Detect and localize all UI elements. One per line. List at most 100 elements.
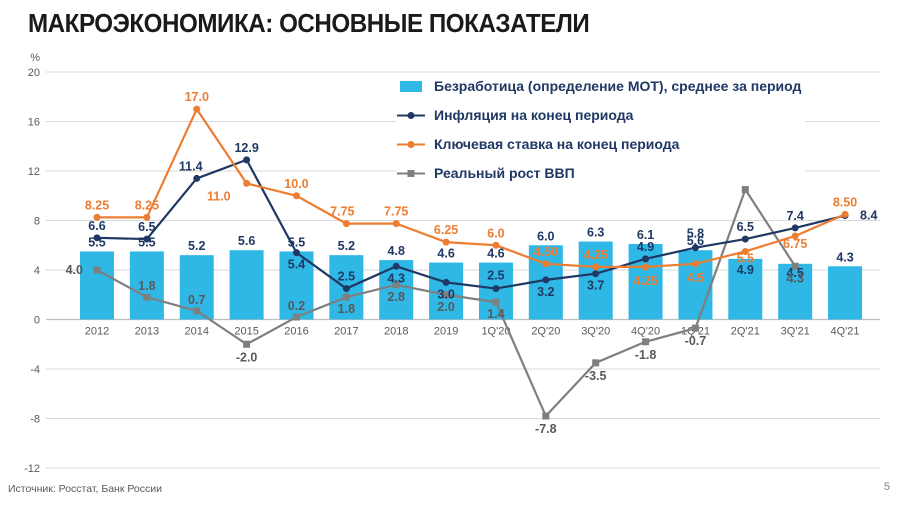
svg-text:5.6: 5.6 [238, 234, 255, 248]
y-axis-labels: 20 16 12 8 4 0 -4 -8 -12% [24, 52, 40, 475]
svg-text:5.8: 5.8 [687, 227, 704, 241]
svg-text:2.8: 2.8 [388, 290, 405, 304]
svg-text:4Q'21: 4Q'21 [831, 326, 860, 338]
inflation-labels: 6.6 6.511.412.95.42.5 4.33.02.53.2 3.74.95.… [88, 141, 877, 302]
chart-legend: Безработица (определение МОТ), среднее з… [396, 76, 806, 183]
svg-text:3Q'20: 3Q'20 [581, 326, 610, 338]
svg-text:1Q'20: 1Q'20 [481, 326, 510, 338]
bar-4Q'21 [828, 266, 863, 320]
svg-text:11.0: 11.0 [207, 189, 231, 203]
svg-text:8: 8 [34, 216, 40, 228]
legend-item-2: Инфляция на конец периода [396, 107, 801, 123]
svg-text:-12: -12 [24, 463, 40, 475]
bar-2016 [279, 251, 314, 320]
svg-text:4.25: 4.25 [584, 248, 608, 262]
svg-text:-7.8: -7.8 [535, 422, 557, 436]
slide-title: МАКРОЭКОНОМИКА: ОСНОВНЫЕ ПОКАЗАТЕЛИ [28, 8, 590, 38]
svg-text:7.75: 7.75 [330, 205, 354, 219]
svg-text:2015: 2015 [234, 326, 258, 338]
svg-text:2.0: 2.0 [437, 300, 454, 314]
svg-text:4.5: 4.5 [786, 266, 803, 280]
svg-text:5.2: 5.2 [188, 239, 205, 253]
gdp-line [93, 186, 799, 420]
legend-item-4: Реальный рост ВВП [396, 165, 801, 181]
svg-text:12.9: 12.9 [234, 141, 258, 155]
svg-text:6.5: 6.5 [138, 220, 155, 234]
svg-text:-1.8: -1.8 [635, 348, 657, 362]
bar-2012 [80, 251, 114, 320]
svg-text:5.6: 5.6 [687, 234, 704, 248]
svg-text:5.5: 5.5 [288, 235, 305, 249]
svg-text:11.4: 11.4 [179, 159, 203, 173]
svg-text:16: 16 [28, 117, 40, 129]
svg-text:4Q'20: 4Q'20 [631, 326, 660, 338]
svg-text:0.7: 0.7 [188, 293, 205, 307]
svg-text:12: 12 [28, 166, 40, 178]
svg-text:7.75: 7.75 [384, 205, 408, 219]
svg-text:4.50: 4.50 [534, 245, 558, 259]
bar-2015 [229, 250, 264, 320]
bar-3Q'21 [778, 263, 813, 320]
inflation-line [93, 156, 849, 293]
legend-line-swatch [397, 169, 425, 177]
legend-label: Инфляция на конец периода [434, 107, 634, 123]
gdp-labels: 4.0 1.8 0.7 -2.0 0.2 1.8 2.8 2.0 1.4 -7.8 -3.5 -1.8… [66, 172, 804, 436]
legend-line-swatch [397, 111, 425, 119]
svg-text:5.4: 5.4 [288, 258, 305, 272]
svg-text:4.9: 4.9 [737, 263, 754, 277]
legend-item-1: Безработица (определение МОТ), среднее з… [396, 78, 801, 94]
legend-label: Безработица (определение МОТ), среднее з… [434, 78, 802, 94]
legend-bar-swatch [400, 80, 422, 92]
svg-text:2013: 2013 [135, 326, 159, 338]
svg-text:4.3: 4.3 [836, 250, 853, 264]
bar-2019 [429, 262, 464, 320]
svg-text:6.0: 6.0 [487, 226, 504, 240]
svg-text:1.8: 1.8 [138, 279, 155, 293]
svg-text:-4: -4 [30, 364, 40, 376]
bar-3Q'20 [578, 241, 613, 320]
svg-text:4.3: 4.3 [388, 271, 405, 285]
svg-text:7.4: 7.4 [786, 209, 803, 223]
svg-text:4.6: 4.6 [487, 247, 504, 261]
svg-text:0: 0 [34, 315, 40, 327]
svg-text:10.0: 10.0 [284, 177, 308, 191]
svg-text:2012: 2012 [85, 326, 109, 338]
svg-text:2Q'21: 2Q'21 [731, 326, 760, 338]
page-number: 5 [883, 481, 890, 493]
svg-text:6.1: 6.1 [637, 228, 654, 242]
legend-label: Реальный рост ВВП [434, 165, 575, 181]
svg-text:2014: 2014 [184, 326, 208, 338]
svg-text:-0.7: -0.7 [685, 334, 707, 348]
y-axis-unit: % [30, 52, 40, 64]
svg-text:2Q'20: 2Q'20 [531, 326, 560, 338]
svg-text:2.5: 2.5 [338, 270, 355, 284]
bar-2013 [129, 251, 164, 320]
svg-text:2.5: 2.5 [487, 269, 504, 283]
svg-text:6.5: 6.5 [737, 220, 754, 234]
svg-text:6.0: 6.0 [537, 229, 554, 243]
svg-text:-3.5: -3.5 [585, 369, 607, 383]
bar-2Q'21 [728, 258, 763, 320]
svg-text:-2.0: -2.0 [236, 350, 258, 364]
svg-text:5.5: 5.5 [88, 235, 105, 249]
svg-text:2017: 2017 [334, 326, 358, 338]
svg-text:4.9: 4.9 [637, 240, 654, 254]
keyrate-line [93, 105, 849, 271]
svg-text:8.50: 8.50 [833, 195, 857, 209]
x-axis-labels: 2012 2013 2014 2015 2016 2017 2018 2019 1Q'20 2Q'… [85, 326, 860, 338]
svg-text:1.8: 1.8 [338, 302, 355, 316]
svg-text:6.6: 6.6 [88, 219, 105, 233]
svg-text:3.0: 3.0 [437, 287, 454, 301]
keyrate-labels: 8.25 8.25 17.0 11.0 10.0 7.75 7.75 6.25 6.0 4.50 4… [85, 90, 857, 288]
svg-text:4.3: 4.3 [786, 271, 803, 285]
svg-text:5.5: 5.5 [138, 235, 155, 249]
svg-text:3.7: 3.7 [587, 279, 604, 293]
svg-text:5.2: 5.2 [338, 239, 355, 253]
svg-text:3.2: 3.2 [537, 285, 554, 299]
svg-text:6.25: 6.25 [434, 223, 458, 237]
svg-text:2016: 2016 [284, 326, 308, 338]
svg-text:6.3: 6.3 [587, 226, 604, 240]
svg-text:8.4: 8.4 [860, 209, 877, 223]
svg-text:4.0: 4.0 [66, 263, 83, 277]
svg-text:5.5: 5.5 [737, 251, 754, 265]
